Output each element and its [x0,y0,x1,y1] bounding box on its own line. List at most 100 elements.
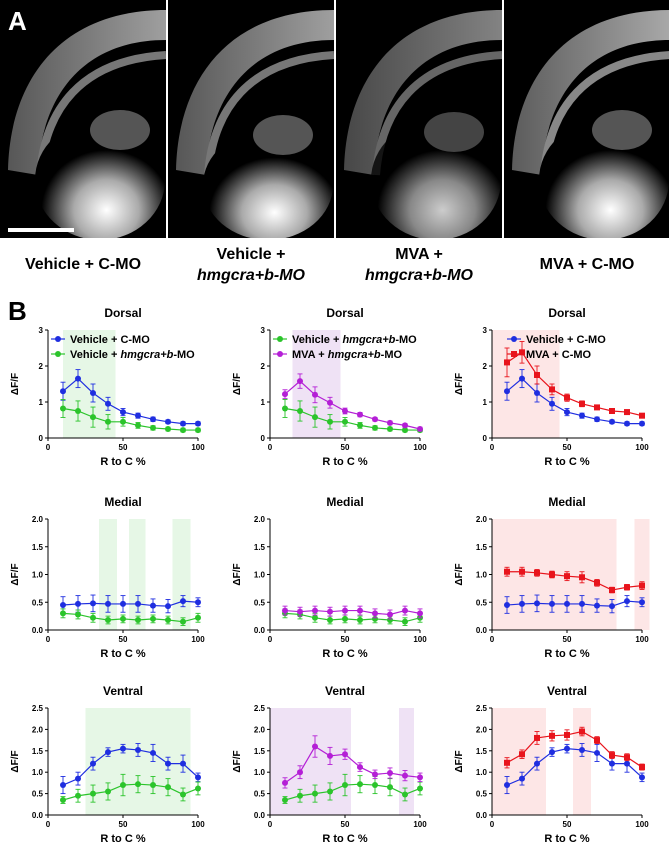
y-axis-label: ΔF/F [454,563,465,585]
chart-title: Ventral [103,684,143,698]
y-axis-label: ΔF/F [232,750,243,772]
series-line [284,609,421,616]
data-point [165,784,171,791]
condition-label-4-line1: MVA + C-MO [539,256,635,273]
data-point [60,405,66,412]
y-tick-label: 0.5 [254,790,266,799]
shaded-region [492,330,560,438]
series-line [506,351,643,417]
data-point [624,754,630,761]
legend-label: Vehicle + hmgcra+b-MO [70,349,195,361]
x-tick-label: 0 [490,443,495,452]
data-point [135,617,141,624]
data-point [519,600,525,607]
y-axis-label: ΔF/F [10,373,21,395]
series-blue [60,594,201,614]
data-point [639,420,645,427]
data-point [609,418,615,425]
data-point [105,788,111,795]
x-tick-label: 50 [563,820,572,829]
microscopy-image-4 [504,0,669,238]
x-axis-label: R to C % [100,833,145,845]
shaded-region [634,519,650,630]
data-point [312,414,318,421]
data-point [387,784,393,791]
y-tick-label: 1.0 [32,768,44,777]
data-point [594,749,600,756]
data-point [639,599,645,606]
x-axis-label: R to C % [100,648,145,660]
x-tick-label: 100 [635,820,649,829]
panel-b-letter: B [8,296,27,326]
data-point [120,409,126,416]
data-point [417,785,423,792]
y-tick-label: 0.5 [476,598,488,607]
data-point [60,797,66,804]
y-axis-label: ΔF/F [232,373,243,395]
x-tick-label: 0 [46,635,51,644]
y-tick-label: 0.0 [476,811,488,820]
x-axis-label: R to C % [322,833,367,845]
data-point [75,792,81,799]
series-line [62,600,199,607]
data-point [297,792,303,799]
y-tick-label: 0 [39,434,44,443]
chart-9: Ventral 0.0 0.5 1.0 1.5 2.0 2.5 0 50 100 R to C % Δ… [454,684,649,845]
series-line [284,407,420,431]
condition-label-1: Vehicle + C-MO [0,254,166,275]
series-green [60,773,201,804]
chart-2: Dorsal 0 1 2 3 0 50 100 R to C % ΔF/F Vehicle + hm… [232,306,427,468]
data-point [165,418,171,425]
data-point [120,615,126,622]
chart-title: Medial [326,495,363,509]
condition-label-4: MVA + C-MO [504,254,669,275]
shaded-region [573,708,591,815]
x-axis-label: R to C % [322,456,367,468]
data-point [75,611,81,618]
y-tick-label: 1.0 [254,768,266,777]
data-point [519,568,525,575]
data-point [135,600,141,607]
legend-marker [511,351,517,357]
data-point [534,600,540,607]
y-tick-label: 0 [261,434,266,443]
data-point [594,579,600,586]
x-tick-label: 50 [119,443,128,452]
data-point [504,568,510,575]
data-point [624,420,630,427]
data-point [564,409,570,416]
data-point [564,745,570,752]
chart-8: Ventral 0.0 0.5 1.0 1.5 2.0 2.5 0 50 100 R to C % Δ… [232,684,427,845]
data-point [327,788,333,795]
data-point [504,388,510,395]
condition-label-2-line2: hmgcra+b-MO [196,267,305,284]
data-point [624,409,630,416]
data-point [327,399,333,406]
chart-title: Medial [104,495,141,509]
y-tick-label: 2.0 [254,515,266,524]
data-point [150,782,156,789]
data-point [534,390,540,396]
x-tick-label: 100 [191,635,205,644]
legend-marker [511,336,517,342]
data-point [372,610,378,617]
x-tick-label: 100 [413,820,427,829]
data-point [357,422,363,429]
data-point [342,782,348,789]
data-point [105,418,111,425]
chart-6: Medial 0.0 0.5 1.0 1.5 2.0 0 50 100 R to C % ΔF/F [454,495,650,660]
y-tick-label: 2.0 [254,725,266,734]
x-axis-label: R to C % [322,648,367,660]
data-point [165,426,171,432]
data-point [120,745,126,752]
legend: Vehicle + hmgcra+b-MO MVA + hmgcra+b-MO [273,334,417,361]
data-point [639,764,645,771]
y-tick-label: 2.0 [476,725,488,734]
x-tick-label: 50 [341,443,350,452]
condition-label-2: Vehicle + hmgcra+b-MO [168,244,334,286]
data-point [105,600,111,607]
series-line [506,600,643,607]
data-point [549,386,555,393]
series-line [62,377,198,425]
